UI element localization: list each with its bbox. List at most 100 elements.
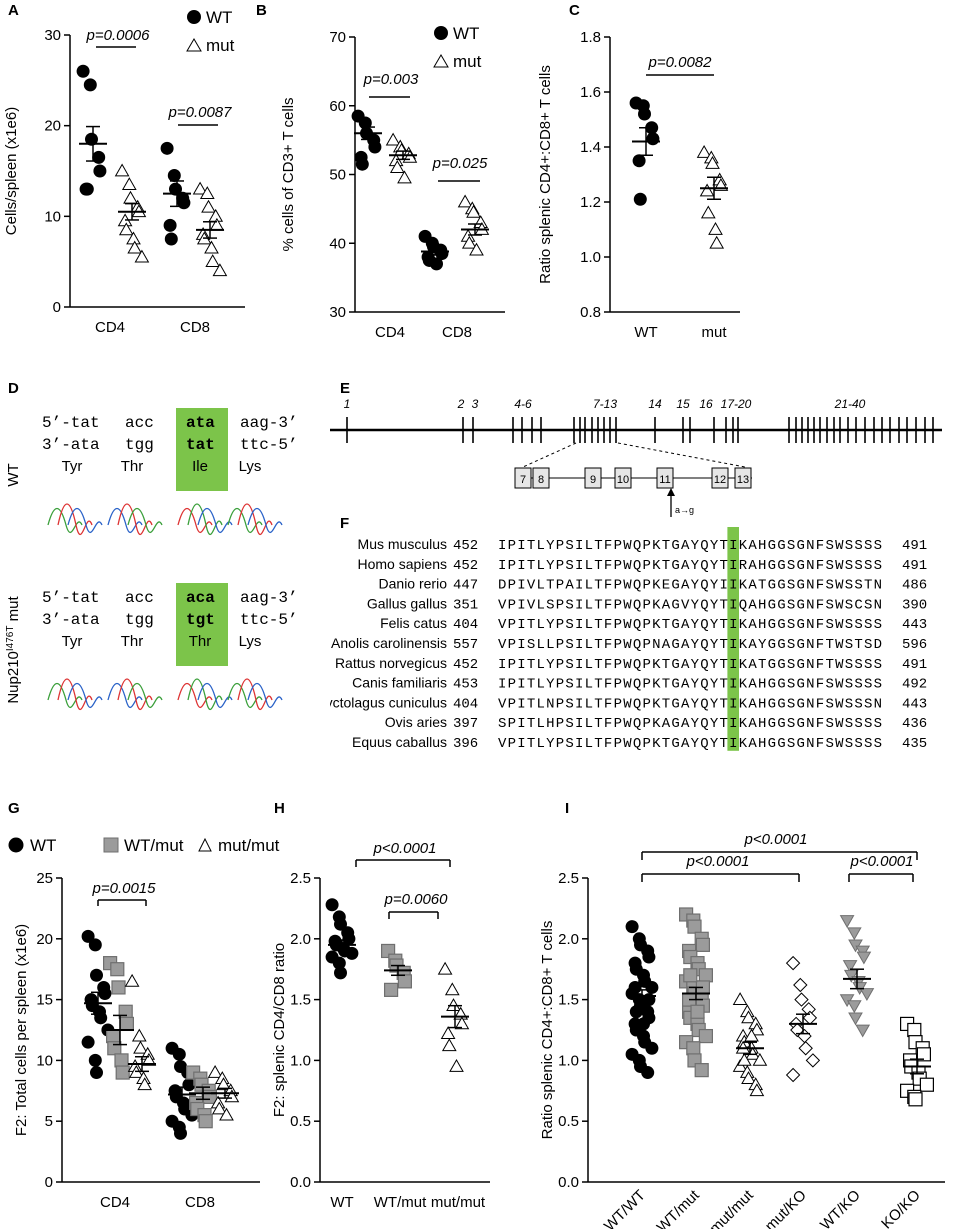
chart-a: 0 10 20 30 Cells/spleen (x1e6) CD4 CD8 p=0.0006… [3, 8, 245, 336]
mut-top-strand: aag-3’ [240, 589, 298, 607]
p-value-label: p=0.0082 [648, 54, 713, 71]
chart-i: 0.0 0.5 1.0 1.5 2.0 2.5 Ratio splenic CD4+:CD8… [539, 831, 945, 1229]
p-value-label: p<0.0001 [744, 831, 808, 848]
data-point-wt [632, 154, 646, 168]
data-point-mut [205, 254, 221, 268]
zoom-line-left [522, 442, 577, 468]
legend-label-mut: mut [206, 36, 235, 55]
mut-chromatogram-trace [237, 678, 273, 710]
legend-marker-mut [433, 54, 449, 68]
data-point-mut-ko [802, 1010, 818, 1026]
y-tick-label: 20 [44, 118, 61, 135]
y-tick-label: 2.5 [558, 870, 579, 887]
species-name: Homo sapiens [358, 556, 448, 572]
sequence-end: 596 [902, 637, 927, 653]
data-point-wt [164, 232, 178, 246]
y-tick-label: 2.0 [290, 931, 311, 948]
wt-bottom-strand: ttc-5’ [240, 436, 298, 454]
data-point-mut-mut [449, 1058, 464, 1072]
exon-label: 7-13 [593, 397, 617, 411]
wt-chromatogram-trace [47, 507, 83, 534]
wt-top-strand: 5’-tat [42, 414, 100, 432]
data-point-wt [355, 157, 369, 171]
wt-chromatogram-trace [197, 507, 233, 534]
data-point-wt-mut [683, 968, 698, 983]
sequence-row: VPITLNPSILTFPWQPKTGAYQYTIKAHGGSGNFSWSSSN [498, 696, 882, 712]
wt-chromatogram-trace [227, 507, 263, 534]
data-point-wt-mut [118, 1004, 133, 1019]
y-tick-label: 40 [329, 235, 346, 252]
data-point-mut [385, 132, 401, 146]
exon-label: 15 [676, 397, 690, 411]
sequence-row: IPITLYPSILTFPWQPKTGAYQYTIRAHGGSGNFSWSSSS [498, 558, 882, 574]
data-point-mut-mut [749, 1022, 765, 1036]
legend-marker-wt [434, 26, 448, 40]
y-tick-label: 1.8 [580, 29, 601, 46]
data-point-wt [88, 938, 102, 952]
x-category-label: WT/WT [601, 1187, 649, 1229]
x-category-label: WT [330, 1194, 353, 1211]
sequence-end: 443 [902, 696, 927, 712]
y-tick-label: 1.2 [580, 194, 601, 211]
data-point-wt [80, 182, 94, 196]
legend-marker-wt [187, 10, 201, 24]
y-tick-label: 70 [329, 29, 346, 46]
mut-chromatogram-trace [107, 682, 143, 709]
zoom-exon-label: 7 [520, 474, 526, 486]
data-point-wt-wt [625, 920, 639, 934]
data-point-wt [98, 987, 112, 1001]
data-point-mut [705, 155, 720, 169]
mut-chromatogram-trace [177, 682, 213, 709]
data-point-mut [123, 190, 138, 204]
data-point-wt [94, 1011, 108, 1025]
data-point-mut-mut [124, 973, 140, 987]
data-point-mut-ko [785, 1067, 801, 1083]
sequence-row: VPIVLSPSILTFPWQPKAGVYQYTIQAHGGSGNFSWSCSN [498, 597, 882, 613]
data-point-mut-mut [741, 1071, 756, 1085]
data-point-wt [81, 929, 95, 943]
mut-codon-highlight [176, 583, 228, 666]
y-tick-label: 0.0 [558, 1174, 579, 1191]
panel-letter-a: A [8, 2, 19, 19]
data-point-wt-ko [848, 1012, 863, 1026]
data-point-wt-wt [629, 1005, 643, 1019]
p-value-label: p=0.0087 [168, 104, 233, 121]
zoom-exon-label: 9 [590, 474, 596, 486]
data-point-wt [342, 932, 356, 946]
y-tick-label: 0.5 [290, 1113, 311, 1130]
data-point-wt [638, 107, 651, 121]
x-category-label: mut/mut [431, 1194, 486, 1211]
data-point-mut [700, 205, 716, 219]
data-point-mut-ko [805, 1053, 821, 1068]
exon-label: 17-20 [721, 397, 752, 411]
data-point-wt-ko [846, 927, 862, 941]
sequence-end: 491 [902, 657, 927, 673]
exon-label: 16 [699, 397, 713, 411]
sequence-start: 453 [453, 677, 478, 693]
panel-f-alignment: Mus musculus 452 IPITLYPSILTFPWQPKTGAYQYTI… [330, 527, 927, 752]
legend-marker-wt-mut [103, 837, 119, 853]
y-tick-label: 60 [329, 98, 346, 115]
data-point-mut [699, 183, 715, 197]
data-point-mut-mut [454, 1016, 470, 1030]
data-point-wt-mut [119, 1016, 135, 1032]
wt-chromatogram-trace [127, 507, 163, 534]
legend-label-wt: WT [30, 836, 56, 855]
y-tick-label: 30 [44, 27, 61, 44]
data-point-mut [127, 240, 143, 254]
alignment-highlight-column [727, 527, 739, 751]
wt-amino-acid: Lys [239, 458, 262, 475]
data-point-mut [134, 249, 150, 263]
x-category-label: CD8 [185, 1194, 215, 1211]
species-name: Ovis aries [385, 714, 447, 730]
data-point-mut-mut [744, 1028, 759, 1042]
wt-chromatogram-trace [237, 503, 273, 535]
x-category-label: WT/mut [654, 1186, 704, 1229]
data-point-mut [199, 186, 215, 200]
data-point-ko-ko [919, 1077, 934, 1092]
data-point-mut [466, 204, 481, 218]
wt-chromatogram-trace [187, 503, 223, 535]
wt-side-label: WT [5, 463, 22, 486]
mut-top-strand: 5’-tat [42, 589, 100, 607]
data-point-wt [358, 116, 372, 130]
